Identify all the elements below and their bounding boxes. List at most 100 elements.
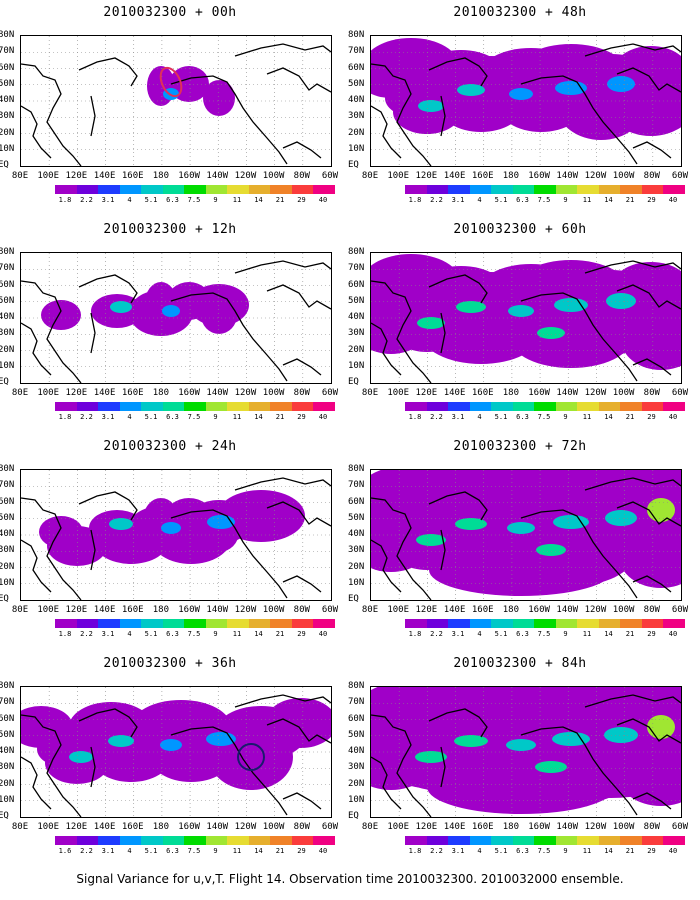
colorbar-label: 4 — [477, 196, 482, 204]
colorbar-swatch — [248, 185, 270, 194]
colorbar-swatch — [448, 402, 470, 411]
lat-tick-label: 10N — [0, 360, 15, 371]
lon-tick-label: 160E — [471, 822, 494, 832]
coastline — [632, 141, 672, 159]
colorbar-swatch — [98, 836, 120, 845]
colorbar-label: 40 — [668, 196, 678, 204]
variance-map — [20, 252, 332, 384]
colorbar-label: 21 — [275, 847, 285, 855]
lon-tick-label: 140E — [93, 171, 116, 181]
colorbar-label: 14 — [604, 630, 613, 638]
lat-tick-label: 30N — [348, 328, 365, 339]
variance-blob — [189, 284, 249, 326]
colorbar-swatch — [98, 619, 120, 628]
colorbar-swatch — [184, 619, 206, 628]
coastline — [440, 529, 446, 571]
lon-tick-label: 180 — [502, 171, 520, 181]
lat-tick-label: 80N — [0, 681, 15, 691]
lat-tick-label: 80N — [0, 464, 15, 474]
colorbar-swatch — [620, 185, 642, 194]
lon-tick-label: 120W — [584, 171, 607, 181]
coastline — [632, 358, 672, 376]
colorbar-swatch — [448, 619, 470, 628]
colorbar-label: 11 — [232, 413, 242, 421]
lon-tick-label: 160W — [178, 822, 200, 832]
colorbar-swatch — [205, 402, 227, 411]
coastline — [90, 529, 96, 571]
lon-tick-label: 60W — [321, 171, 339, 181]
coastline — [234, 260, 331, 274]
coastline — [371, 756, 402, 810]
panel-title: 2010032300 + 00h — [103, 5, 237, 20]
variance-core — [415, 751, 447, 763]
variance-core — [537, 327, 565, 339]
coastline — [170, 509, 288, 599]
colorbar — [55, 185, 335, 195]
colorbar-swatch — [227, 402, 249, 411]
lat-tick-label: 30N — [348, 111, 365, 122]
colorbar-label: 6.3 — [166, 196, 179, 204]
lon-tick-label: 60W — [671, 388, 689, 398]
coastline — [21, 280, 82, 383]
colorbar-swatch — [119, 402, 141, 411]
lon-tick-label: 80W — [293, 822, 310, 832]
lon-tick-label: 140W — [206, 822, 229, 832]
colorbar-swatch — [141, 836, 163, 845]
coastline — [616, 284, 681, 310]
colorbar-label: 1.8 — [408, 630, 422, 638]
lat-tick-label: 80N — [348, 681, 365, 691]
variance-core — [455, 518, 487, 530]
lat-tick-label: 80N — [0, 30, 15, 40]
colorbar-label: 29 — [297, 847, 306, 855]
lat-tick-label: 70N — [348, 480, 365, 491]
colorbar-swatch — [141, 185, 163, 194]
coastline — [616, 718, 681, 744]
colorbar-label: 29 — [647, 196, 656, 204]
colorbar-label: 40 — [668, 630, 678, 638]
lon-tick-label: 140E — [93, 605, 116, 615]
lon-tick-label: 160E — [121, 605, 144, 615]
colorbar-label: 2.2 — [430, 196, 443, 204]
lat-tick-label: 10N — [0, 794, 15, 805]
lon-tick-label: 80E — [11, 605, 29, 615]
coastline — [520, 292, 638, 382]
colorbar-swatch — [663, 185, 685, 194]
lon-tick-label: 160W — [178, 605, 200, 615]
coastline — [371, 280, 432, 383]
colorbar-swatch — [313, 402, 335, 411]
colorbar-label: 11 — [582, 413, 592, 421]
colorbar-label: 6.3 — [516, 413, 529, 421]
colorbar-swatch — [426, 402, 448, 411]
forecast-panel: 2010032300 + 36h 80N 70N 60N 50N 40N 30N 20N 10N… — [0, 656, 340, 856]
coastline — [21, 63, 82, 166]
colorbar-label: 7.5 — [187, 630, 201, 638]
colorbar-labels: 1.8 2.2 3.1 4 5.1 6.3 7.5 9 11 14 21 29 40 — [405, 630, 678, 640]
lon-tick-label: 140W — [206, 171, 229, 181]
lat-tick-label: 60N — [0, 279, 15, 290]
lon-tick-label: 140E — [443, 388, 466, 398]
lon-tick-label: 120W — [234, 822, 257, 832]
coastline — [21, 322, 52, 376]
lat-tick-label: 20N — [348, 561, 365, 572]
colorbar-label: 9 — [213, 413, 218, 421]
lon-tick-label: 180 — [152, 171, 170, 181]
colorbar-label: 14 — [604, 413, 613, 421]
colorbar-label: 40 — [668, 847, 678, 855]
variance-blob — [93, 516, 169, 564]
lat-tick-label: 20N — [0, 127, 15, 138]
coastline — [21, 756, 52, 810]
colorbar-label: 3.1 — [451, 413, 465, 421]
coastline — [282, 358, 322, 376]
variance-core — [417, 317, 445, 329]
lat-tick-label: 10N — [348, 794, 365, 805]
lat-tick-label: 20N — [348, 344, 365, 355]
lon-tick-label: 160E — [471, 605, 494, 615]
variance-blob — [517, 696, 681, 798]
colorbar-swatch — [55, 402, 77, 411]
lat-tick-label: 40N — [348, 95, 365, 105]
colorbar-label: 5.1 — [494, 413, 508, 421]
colorbar-swatch — [184, 836, 206, 845]
lon-tick-label: 100E — [37, 388, 60, 398]
variance-map — [20, 35, 332, 167]
colorbar-swatch — [313, 619, 335, 628]
